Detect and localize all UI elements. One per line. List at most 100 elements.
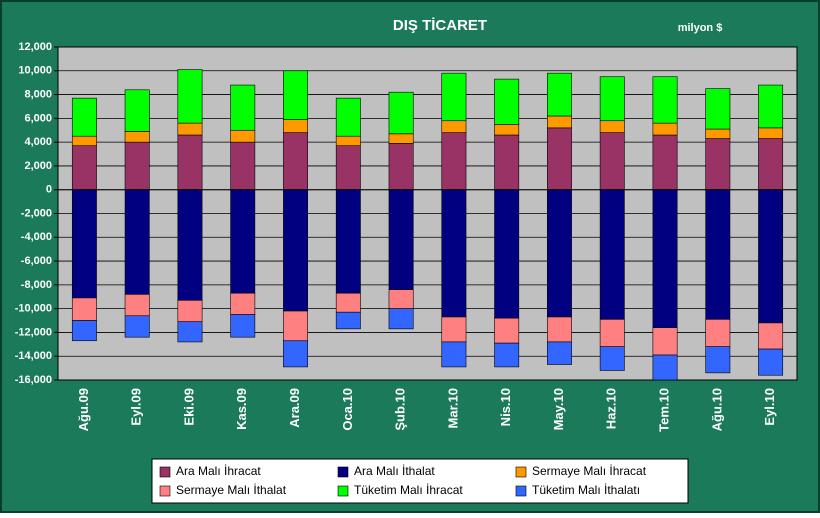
bar-segment bbox=[705, 138, 731, 191]
bar-segment bbox=[71, 297, 97, 321]
bar-segment bbox=[335, 135, 361, 147]
bar-segment bbox=[652, 76, 678, 124]
x-tick-label: Oca.10 bbox=[340, 388, 355, 431]
bar-segment bbox=[494, 317, 520, 344]
bar-segment bbox=[124, 141, 150, 191]
x-tick-label: Eyl.09 bbox=[129, 388, 144, 426]
legend-swatch bbox=[159, 466, 171, 478]
bar-segment bbox=[177, 321, 203, 343]
bar-segment bbox=[335, 292, 361, 313]
bar-segment bbox=[705, 189, 731, 320]
bar-segment bbox=[124, 89, 150, 132]
bar-segment bbox=[758, 127, 784, 139]
y-tick-label: -8,000 bbox=[21, 279, 52, 291]
legend-label: Sermaye Malı İhracat bbox=[532, 464, 647, 478]
bar-segment bbox=[547, 189, 572, 318]
bar-segment bbox=[230, 129, 256, 143]
x-tick-label: Ağu.09 bbox=[76, 388, 91, 431]
bar-segment bbox=[494, 189, 520, 319]
bar-segment bbox=[599, 120, 625, 133]
bar-segment bbox=[441, 72, 467, 122]
y-tick-label: -2,000 bbox=[21, 207, 52, 219]
bar-segment bbox=[441, 316, 467, 343]
legend-label: Tüketim Malı İhracat bbox=[354, 483, 463, 497]
bar-segment bbox=[652, 354, 678, 381]
bar-segment bbox=[335, 97, 361, 137]
bar-segment bbox=[230, 314, 256, 338]
y-tick-label: -10,000 bbox=[15, 303, 52, 315]
x-tick-label: Ağu.10 bbox=[709, 388, 724, 431]
legend-label: Ara Malı İhracat bbox=[176, 464, 261, 478]
bar-segment bbox=[124, 189, 150, 295]
y-tick-label: 10,000 bbox=[18, 65, 52, 77]
bar-segment bbox=[652, 134, 678, 191]
bar-segment bbox=[124, 294, 150, 317]
bar-segment bbox=[388, 308, 414, 330]
bar-segment bbox=[547, 341, 572, 365]
x-tick-label: Mar.10 bbox=[445, 388, 460, 428]
x-tick-label: Şub.10 bbox=[393, 388, 408, 431]
bar-segment bbox=[283, 70, 308, 120]
bar-segment bbox=[388, 189, 414, 290]
y-tick-label: 6,000 bbox=[24, 112, 52, 124]
y-tick-label: 4,000 bbox=[24, 136, 52, 148]
bar-segment bbox=[652, 122, 678, 136]
bar-segment bbox=[494, 78, 520, 125]
bar-segment bbox=[388, 133, 414, 144]
bar-segment bbox=[283, 119, 308, 133]
bar-segment bbox=[705, 346, 731, 374]
bar-segment bbox=[599, 346, 625, 371]
bar-segment bbox=[494, 124, 520, 136]
bar-segment bbox=[283, 310, 308, 342]
y-tick-label: 8,000 bbox=[24, 88, 52, 100]
bar-segment bbox=[758, 84, 784, 129]
legend-swatch bbox=[515, 466, 527, 478]
legend-swatch bbox=[159, 485, 171, 497]
bar-segment bbox=[599, 189, 625, 320]
x-tick-label: Tem.10 bbox=[656, 388, 671, 432]
bar-segment bbox=[758, 138, 784, 191]
legend-label: Sermaye Malı İthalat bbox=[176, 483, 287, 497]
annotation: milyon $ bbox=[678, 22, 723, 34]
y-tick-label: 12,000 bbox=[18, 41, 52, 53]
bar-segment bbox=[71, 189, 97, 299]
y-tick-label: -4,000 bbox=[21, 231, 52, 243]
x-tick-label: Haz.10 bbox=[604, 388, 619, 429]
x-tick-label: Kas.09 bbox=[234, 388, 249, 430]
bar-segment bbox=[230, 189, 256, 294]
bar-segment bbox=[335, 189, 361, 294]
bar-segment bbox=[388, 143, 414, 191]
bar-segment bbox=[441, 341, 467, 368]
bar-segment bbox=[283, 132, 308, 191]
x-tick-label: Ara.09 bbox=[287, 388, 302, 428]
bar-segment bbox=[758, 322, 784, 350]
bar-segment bbox=[230, 84, 256, 131]
y-tick-label: -14,000 bbox=[15, 350, 52, 362]
bar-segment bbox=[494, 342, 520, 368]
bar-segment bbox=[441, 189, 467, 318]
x-tick-label: Eyl.10 bbox=[762, 388, 777, 426]
bar-segment bbox=[547, 115, 572, 129]
bar-segment bbox=[599, 76, 625, 122]
legend-swatch bbox=[515, 485, 527, 497]
chart-title: DIŞ TİCARET bbox=[393, 17, 487, 34]
bar-segment bbox=[124, 131, 150, 143]
bar-segment bbox=[547, 316, 572, 343]
bar-segment bbox=[705, 319, 731, 348]
bar-segment bbox=[177, 189, 203, 301]
bar-segment bbox=[230, 141, 256, 191]
bar-segment bbox=[599, 132, 625, 191]
bar-segment bbox=[335, 145, 361, 191]
bar-segment bbox=[705, 88, 731, 130]
bar-segment bbox=[283, 340, 308, 368]
legend-label: Ara Malı İthalat bbox=[354, 464, 435, 478]
y-tick-label: -6,000 bbox=[21, 255, 52, 267]
bar-segment bbox=[335, 311, 361, 330]
bar-segment bbox=[599, 319, 625, 348]
bar-segment bbox=[441, 132, 467, 191]
bar-segment bbox=[177, 122, 203, 136]
legend-swatch bbox=[337, 466, 349, 478]
bar-segment bbox=[230, 292, 256, 315]
bar-segment bbox=[388, 91, 414, 135]
